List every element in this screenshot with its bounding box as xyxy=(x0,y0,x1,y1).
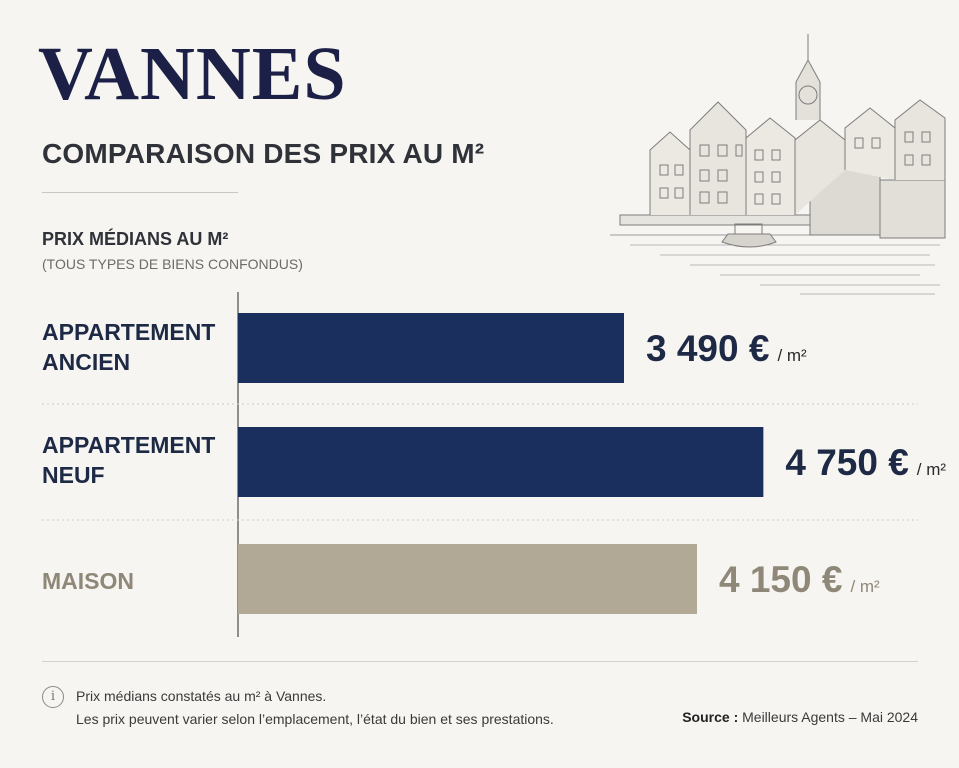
city-waterfront-sketch-icon xyxy=(610,34,946,295)
section-label: PRIX MÉDIANS AU M² xyxy=(42,229,229,249)
footer-note-line2: Les prix peuvent varier selon l’emplacem… xyxy=(76,711,554,727)
section-note: (TOUS TYPES DE BIENS CONFONDUS) xyxy=(42,256,303,272)
source-credit: Source : Meilleurs Agents – Mai 2024 xyxy=(682,709,918,725)
category-label-maison: MAISON xyxy=(42,568,134,594)
source-value: Meilleurs Agents – Mai 2024 xyxy=(742,709,918,725)
page-subtitle: COMPARAISON DES PRIX AU M² xyxy=(42,138,485,169)
page-title: VANNES xyxy=(38,32,347,116)
bar-1 xyxy=(238,427,764,497)
bar-chart: 3 490 € / m² 4 750 € / m² 4 150 € / m² xyxy=(42,292,946,637)
source-label: Source : xyxy=(682,709,739,725)
category-label-appartement-ancien: APPARTEMENT ANCIEN xyxy=(42,319,216,375)
info-icon: i xyxy=(42,686,64,708)
bar-0 xyxy=(238,313,624,383)
category-label-appartement-neuf: APPARTEMENT NEUF xyxy=(42,432,216,488)
value-label-0: 3 490 € / m² xyxy=(646,328,807,369)
footer-note-line1: Prix médians constatés au m² à Vannes. xyxy=(76,688,327,704)
title-divider xyxy=(42,192,238,193)
footer-divider xyxy=(42,661,918,662)
bar-2 xyxy=(238,544,697,614)
value-label-2: 4 150 € / m² xyxy=(719,559,880,600)
value-label-1: 4 750 € / m² xyxy=(785,442,946,483)
